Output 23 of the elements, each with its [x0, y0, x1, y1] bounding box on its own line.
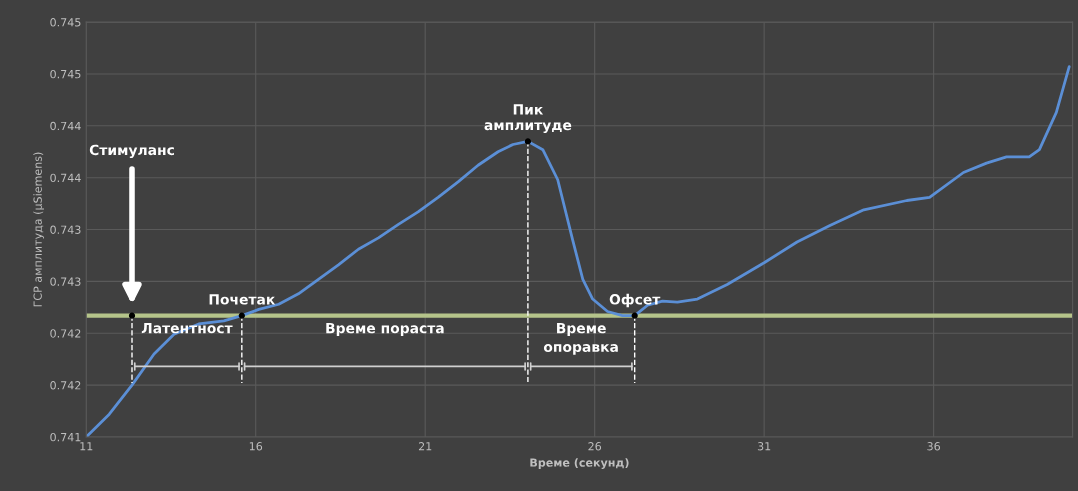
annotation: Офсет: [609, 293, 661, 308]
annotation: Пик амплитуде: [484, 104, 572, 134]
x-tick-label: 21: [418, 442, 432, 451]
y-tick-label: 0.745: [50, 18, 81, 27]
y-tick-label: 0.742: [50, 381, 81, 390]
y-tick-label: 0.741: [50, 432, 81, 442]
x-axis-title: Време (секунд): [530, 458, 629, 469]
y-tick-label: 0.743: [50, 225, 81, 234]
annotation: Време опоравка: [543, 323, 618, 355]
x-tick-label: 31: [757, 442, 771, 451]
y-tick-label: 0.745: [50, 69, 81, 79]
y-tick-label: 0.744: [50, 173, 81, 183]
x-tick-label: 11: [80, 442, 93, 451]
x-tick-label: 36: [927, 442, 941, 451]
y-tick-label: 0.743: [50, 277, 81, 286]
annotation: Стимуланс: [89, 144, 174, 158]
annotation: Почетак: [209, 294, 276, 305]
y-tick-label: 0.744: [50, 121, 81, 131]
annotation: Време пораста: [326, 323, 444, 337]
x-tick-label: 26: [588, 442, 602, 451]
x-tick-label: 16: [249, 442, 263, 451]
y-axis-title: ГСР амплитуда (µSiemens): [33, 152, 45, 307]
y-tick-label: 0.742: [50, 329, 81, 338]
